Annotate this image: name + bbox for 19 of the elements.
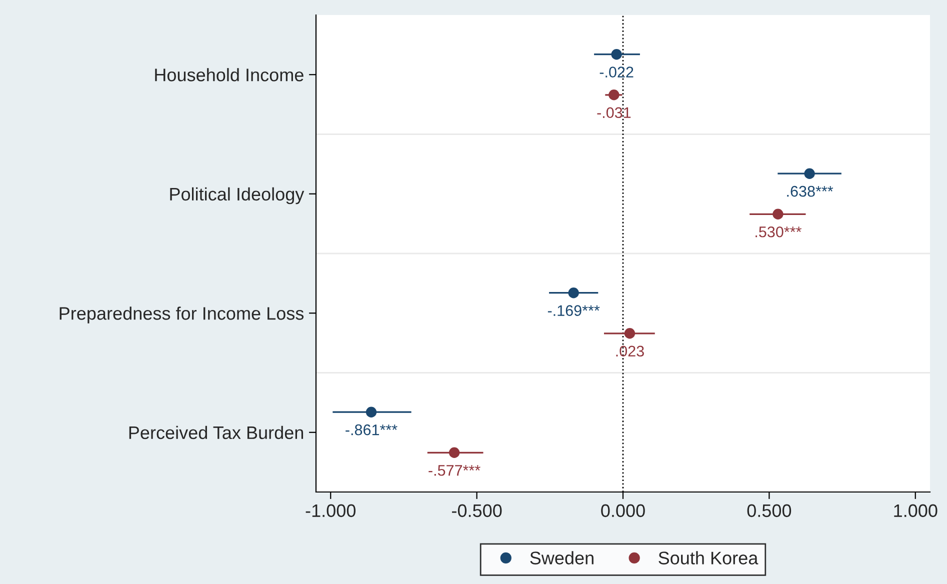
data-label: .638*** [787,186,834,197]
data-label: .023 [616,346,644,357]
x-tick-label: 0.500 [747,504,792,518]
x-tick-label: -0.500 [452,504,502,518]
data-label: .530*** [756,226,802,238]
y-tick-label: Political Ideology [170,187,304,204]
data-label: -.022 [600,66,634,78]
data-label: -.169*** [548,305,600,316]
x-tick-label: 1.000 [894,504,938,518]
y-tick-label: Preparedness for Income Loss [60,306,304,324]
data-label: -.577*** [428,465,480,476]
legend-label: South Korea [658,551,758,564]
legend-label: Sweden [530,551,594,564]
y-tick-label: Household Income [155,68,304,82]
data-label: -.031 [597,107,631,118]
x-tick-label: 0.000 [601,504,645,518]
x-tick-label: -1.000 [306,504,356,518]
y-tick-label: Perceived Tax Burden [129,426,304,440]
data-label: -.861*** [346,424,398,436]
